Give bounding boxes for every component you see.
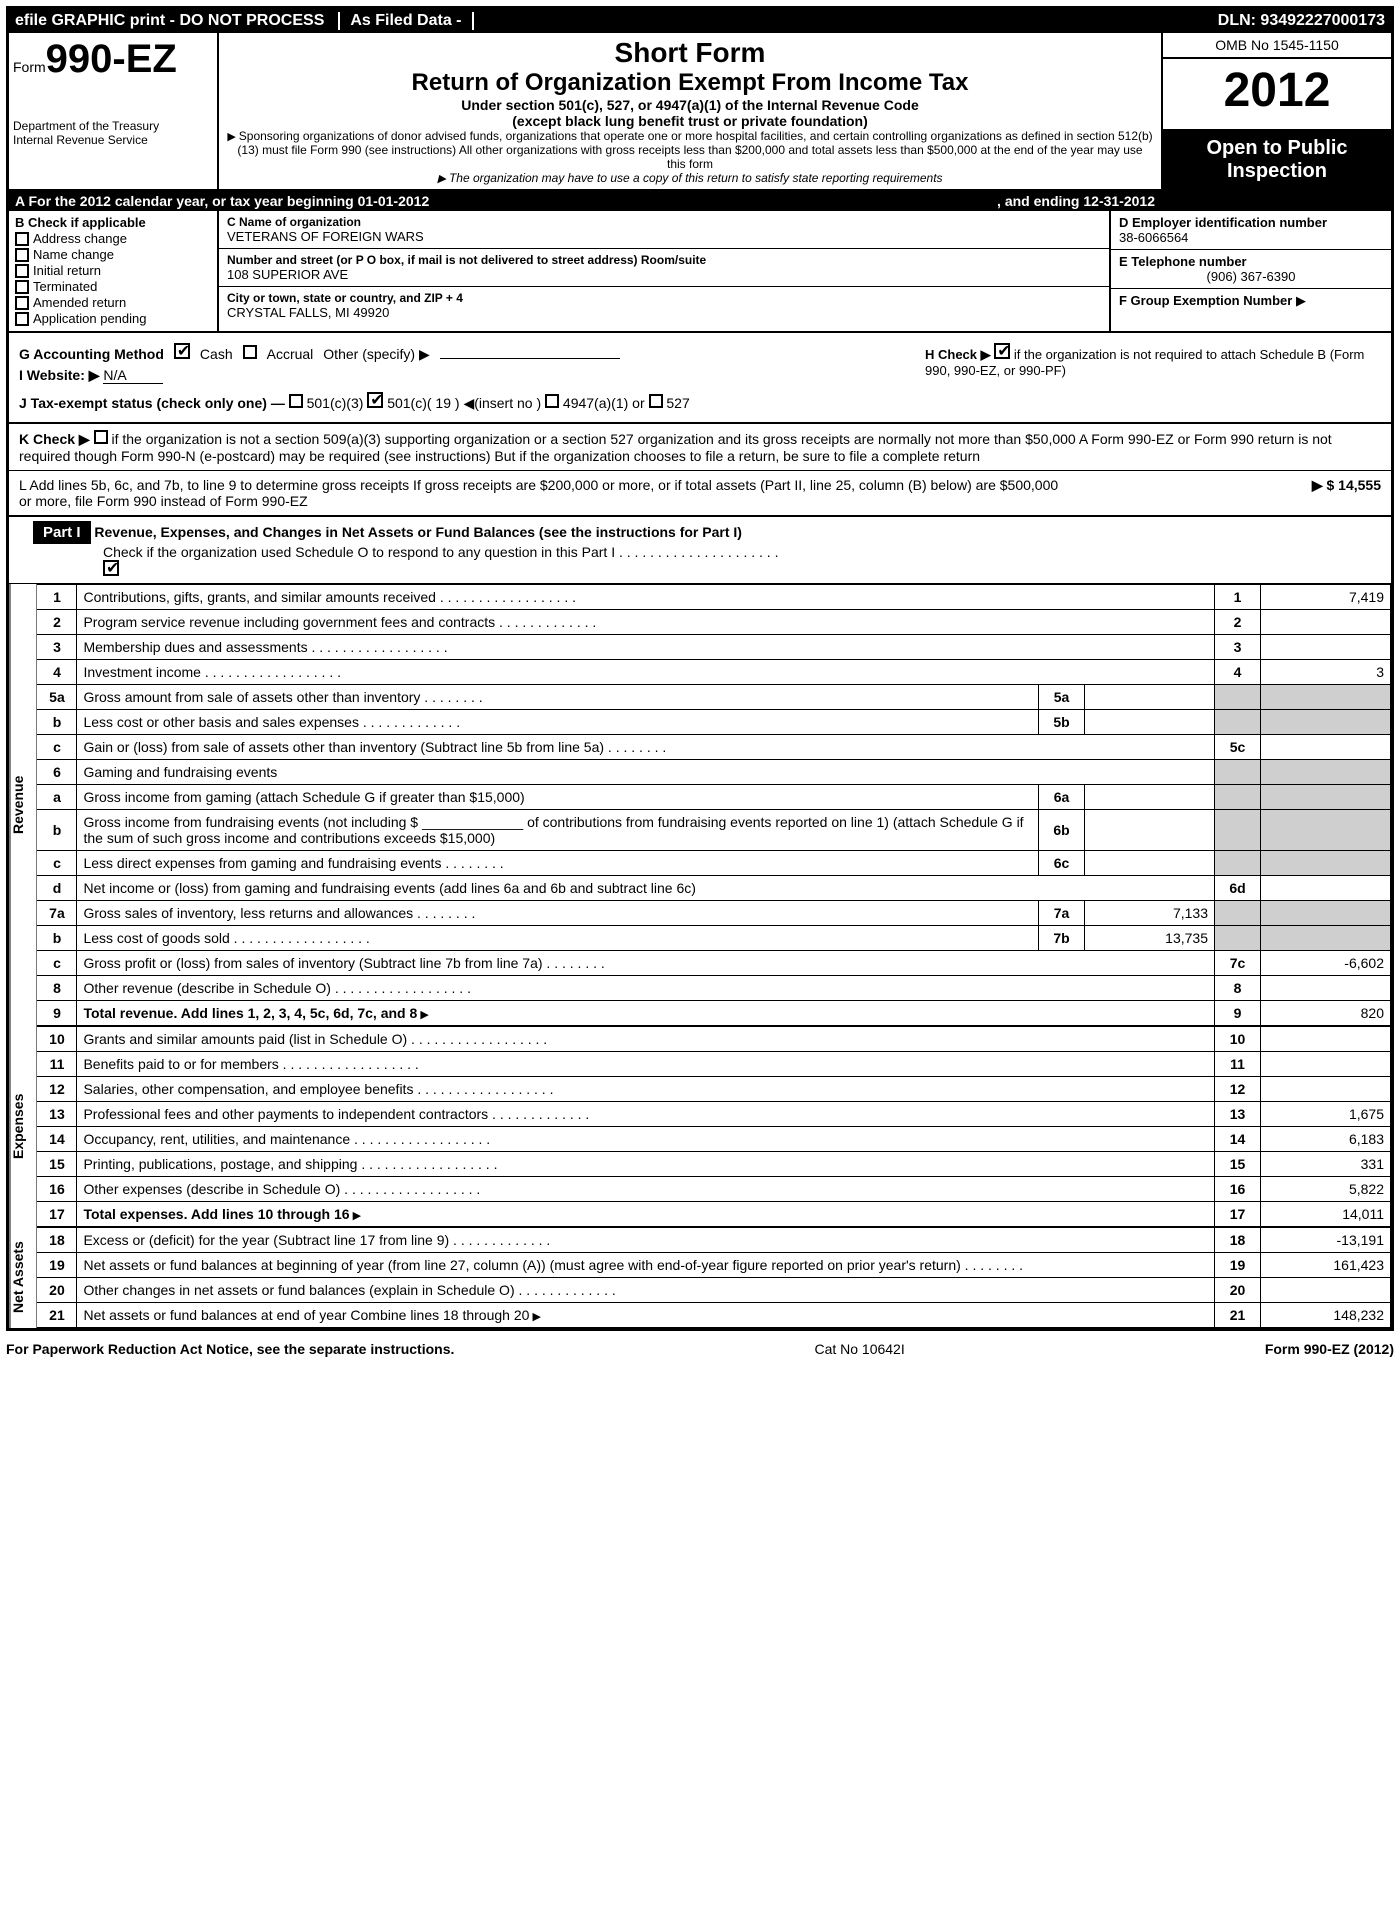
ein-label: D Employer identification number: [1119, 215, 1383, 230]
row-a-ending: , and ending 12-31-2012: [997, 193, 1385, 209]
col-b-label: B Check if applicable: [15, 215, 211, 230]
footer: For Paperwork Reduction Act Notice, see …: [0, 1337, 1400, 1361]
checkbox-501c3[interactable]: [289, 394, 303, 408]
g-label: G Accounting Method: [19, 346, 164, 362]
checkbox-schedule-o[interactable]: [103, 560, 119, 576]
part-i-label: Part I: [33, 521, 91, 544]
form-990ez: efile GRAPHIC print - DO NOT PROCESS As …: [6, 6, 1394, 1331]
footer-left: For Paperwork Reduction Act Notice, see …: [6, 1341, 454, 1357]
short-form-title: Short Form: [227, 37, 1153, 69]
col-def: D Employer identification number 38-6066…: [1111, 211, 1391, 331]
phone: (906) 367-6390: [1119, 269, 1383, 284]
main-title: Return of Organization Exempt From Incom…: [227, 69, 1153, 97]
checkbox-application-pending[interactable]: [15, 312, 29, 326]
open-to-public: Open to Public Inspection: [1163, 131, 1391, 189]
l-block: L Add lines 5b, 6c, and 7b, to line 9 to…: [9, 471, 1391, 517]
part-i-check-text: Check if the organization used Schedule …: [33, 544, 778, 560]
form-prefix: Form: [13, 59, 46, 75]
j-label: J Tax-exempt status (check only one) —: [19, 395, 285, 411]
phone-label: E Telephone number: [1119, 254, 1383, 269]
row-a-text: A For the 2012 calendar year, or tax yea…: [15, 193, 429, 209]
row-a: A For the 2012 calendar year, or tax yea…: [9, 191, 1391, 211]
copy-note: The organization may have to use a copy …: [449, 171, 943, 185]
netassets-section: Net Assets 18Excess or (deficit) for the…: [9, 1227, 1391, 1328]
checkbox-501c[interactable]: [367, 392, 383, 408]
checkbox-h[interactable]: [994, 343, 1010, 359]
org-name: VETERANS OF FOREIGN WARS: [227, 229, 1101, 244]
revenue-sidelabel: Revenue: [9, 584, 36, 1026]
tax-year: 2012: [1163, 59, 1391, 131]
footer-right: Form 990-EZ (2012): [1265, 1341, 1394, 1357]
website-value: N/A: [103, 367, 163, 384]
checkbox-cash[interactable]: [174, 343, 190, 359]
topbar: efile GRAPHIC print - DO NOT PROCESS As …: [9, 9, 1391, 33]
checkbox-amended[interactable]: [15, 296, 29, 310]
part-i-title: Revenue, Expenses, and Changes in Net As…: [94, 524, 742, 540]
col-b: B Check if applicable Address change Nam…: [9, 211, 219, 331]
org-name-label: C Name of organization: [227, 215, 1101, 229]
footer-center: Cat No 10642I: [814, 1341, 904, 1357]
h-box: H Check ▶ if the organization is not req…: [921, 339, 1381, 382]
header: Form990-EZ Department of the Treasury In…: [9, 33, 1391, 191]
asfiled-label: As Filed Data -: [338, 12, 473, 30]
col-c: C Name of organization VETERANS OF FOREI…: [219, 211, 1111, 331]
expenses-section: Expenses 10Grants and similar amounts pa…: [9, 1026, 1391, 1227]
subtitle: Under section 501(c), 527, or 4947(a)(1)…: [227, 97, 1153, 113]
group-exemption-label: F Group Exemption Number: [1119, 293, 1292, 308]
misc-block: H Check ▶ if the organization is not req…: [9, 333, 1391, 424]
checkbox-527[interactable]: [649, 394, 663, 408]
website-label: I Website: ▶: [19, 367, 100, 383]
city: CRYSTAL FALLS, MI 49920: [227, 305, 1101, 320]
checkbox-address-change[interactable]: [15, 232, 29, 246]
street-label: Number and street (or P O box, if mail i…: [227, 253, 1101, 267]
section-bcdef: B Check if applicable Address change Nam…: [9, 211, 1391, 333]
city-label: City or town, state or country, and ZIP …: [227, 291, 1101, 305]
irs: Internal Revenue Service: [13, 133, 213, 147]
checkbox-4947[interactable]: [545, 394, 559, 408]
checkbox-k[interactable]: [94, 430, 108, 444]
efile-notice: efile GRAPHIC print - DO NOT PROCESS: [15, 12, 324, 30]
checkbox-accrual[interactable]: [243, 345, 257, 359]
k-block: K Check ▶ if the organization is not a s…: [9, 424, 1391, 471]
checkbox-initial-return[interactable]: [15, 264, 29, 278]
omb-number: OMB No 1545-1150: [1163, 33, 1391, 59]
dept-treasury: Department of the Treasury: [13, 119, 213, 133]
sponsor-note: Sponsoring organizations of donor advise…: [237, 129, 1152, 171]
l-amount: ▶ $ 14,555: [1312, 477, 1381, 509]
ein: 38-6066564: [1119, 230, 1383, 245]
dln: DLN: 93492227000173: [1218, 12, 1385, 30]
street: 108 SUPERIOR AVE: [227, 267, 1101, 282]
netassets-sidelabel: Net Assets: [9, 1227, 36, 1328]
checkbox-terminated[interactable]: [15, 280, 29, 294]
except: (except black lung benefit trust or priv…: [227, 113, 1153, 129]
group-exemption-arrow: ▶: [1296, 293, 1306, 308]
checkbox-name-change[interactable]: [15, 248, 29, 262]
part-i-header: Part I Revenue, Expenses, and Changes in…: [9, 517, 1391, 584]
revenue-section: Revenue 1Contributions, gifts, grants, a…: [9, 584, 1391, 1026]
form-number: 990-EZ: [46, 37, 177, 81]
expenses-sidelabel: Expenses: [9, 1026, 36, 1227]
